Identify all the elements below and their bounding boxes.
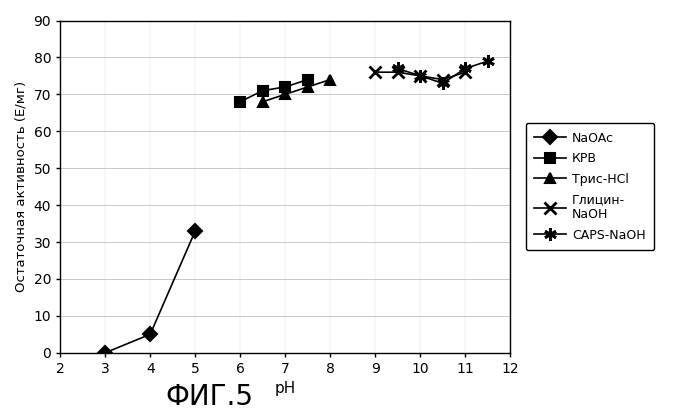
Text: ФИГ.5: ФИГ.5 (166, 383, 254, 411)
Line: КРВ: КРВ (236, 75, 312, 107)
КРВ (281, 85, 289, 90)
CAPS-NaOH (461, 66, 470, 71)
Y-axis label: Остаточная активность (Е/мг): Остаточная активность (Е/мг) (15, 81, 28, 292)
Line: CAPS-NaOH: CAPS-NaOH (391, 55, 494, 90)
Трис-HCl (303, 85, 312, 90)
Line: Глицин-
NaOH: Глицин- NaOH (370, 67, 471, 85)
Глицин-
NaOH (416, 73, 424, 78)
CAPS-NaOH (416, 73, 424, 78)
NaOAc (101, 350, 110, 355)
КРВ (259, 88, 267, 93)
Глицин-
NaOH (461, 70, 470, 75)
CAPS-NaOH (484, 59, 492, 63)
КРВ (303, 77, 312, 82)
Трис-HCl (281, 92, 289, 97)
КРВ (236, 99, 245, 104)
CAPS-NaOH (394, 66, 402, 71)
Глицин-
NaOH (394, 70, 402, 75)
Line: NaOAc: NaOAc (101, 226, 200, 358)
Line: Трис-HCl: Трис-HCl (258, 75, 335, 107)
CAPS-NaOH (438, 81, 447, 86)
Трис-HCl (326, 77, 334, 82)
Трис-HCl (259, 99, 267, 104)
Legend: NaOAc, КРВ, Трис-HCl, Глицин-
NaOH, CAPS-NaOH: NaOAc, КРВ, Трис-HCl, Глицин- NaOH, CAPS… (526, 123, 654, 250)
NaOAc (191, 228, 199, 233)
Глицин-
NaOH (371, 70, 380, 75)
NaOAc (146, 332, 154, 337)
X-axis label: pH: pH (275, 381, 296, 396)
Глицин-
NaOH (438, 77, 447, 82)
